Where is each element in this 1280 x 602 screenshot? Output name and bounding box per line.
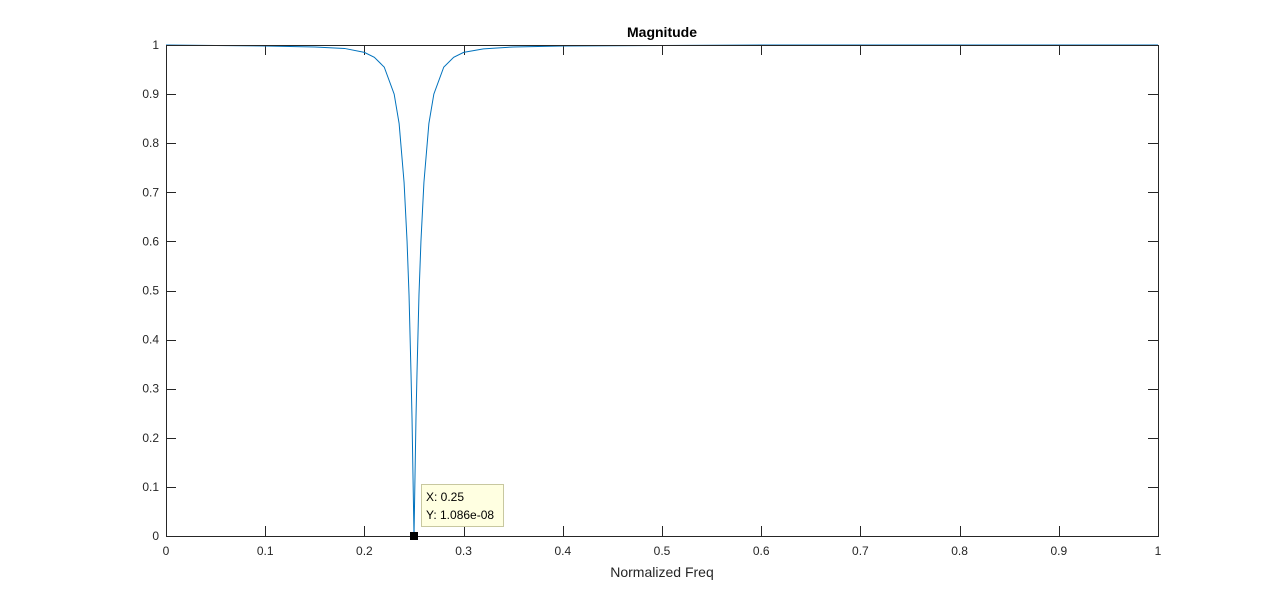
x-tick-label: 0.7 xyxy=(852,544,869,558)
y-tick-label: 0.6 xyxy=(142,234,159,248)
x-tick-label: 0.1 xyxy=(257,544,274,558)
y-tick-label: 0.7 xyxy=(142,185,159,199)
x-tick-label: 0.9 xyxy=(1050,544,1067,558)
datatip[interactable]: X: 0.25 Y: 1.086e-08 xyxy=(410,484,504,541)
plot-frame xyxy=(166,45,1159,537)
y-tick-label: 0.1 xyxy=(142,480,159,494)
datatip-y-text: Y: 1.086e-08 xyxy=(426,508,494,522)
datatip-marker[interactable] xyxy=(410,532,418,540)
y-tick-label: 0.2 xyxy=(142,431,159,445)
y-tick-label: 0.4 xyxy=(142,333,159,347)
y-tick-label: 0.5 xyxy=(142,284,159,298)
x-tick-label: 0.2 xyxy=(356,544,373,558)
x-tick-label: 0.4 xyxy=(554,544,571,558)
y-tick-label: 1 xyxy=(152,38,159,52)
x-tick-label: 0.3 xyxy=(455,544,472,558)
series-line xyxy=(165,44,1158,537)
datatip-box xyxy=(421,484,504,527)
y-tick-label: 0.8 xyxy=(142,136,159,150)
y-tick-label: 0.3 xyxy=(142,382,159,396)
datatip-x-text: X: 0.25 xyxy=(426,490,464,504)
x-tick-label: 0.8 xyxy=(951,544,968,558)
x-axis: 0 0.1 0.2 0.3 0.4 0.5 0.6 0.7 0.8 0.9 1 xyxy=(163,45,1162,558)
x-tick-label: 0.6 xyxy=(753,544,770,558)
x-tick-label: 1 xyxy=(1155,544,1162,558)
y-tick-label: 0.9 xyxy=(142,87,159,101)
x-tick-label: 0.5 xyxy=(654,544,671,558)
x-axis-title: Normalized Freq xyxy=(610,564,713,580)
plot-area xyxy=(166,45,1158,536)
y-tick-label: 0 xyxy=(152,529,159,543)
x-tick-label: 0 xyxy=(163,544,170,558)
chart-title: Magnitude xyxy=(627,24,697,40)
